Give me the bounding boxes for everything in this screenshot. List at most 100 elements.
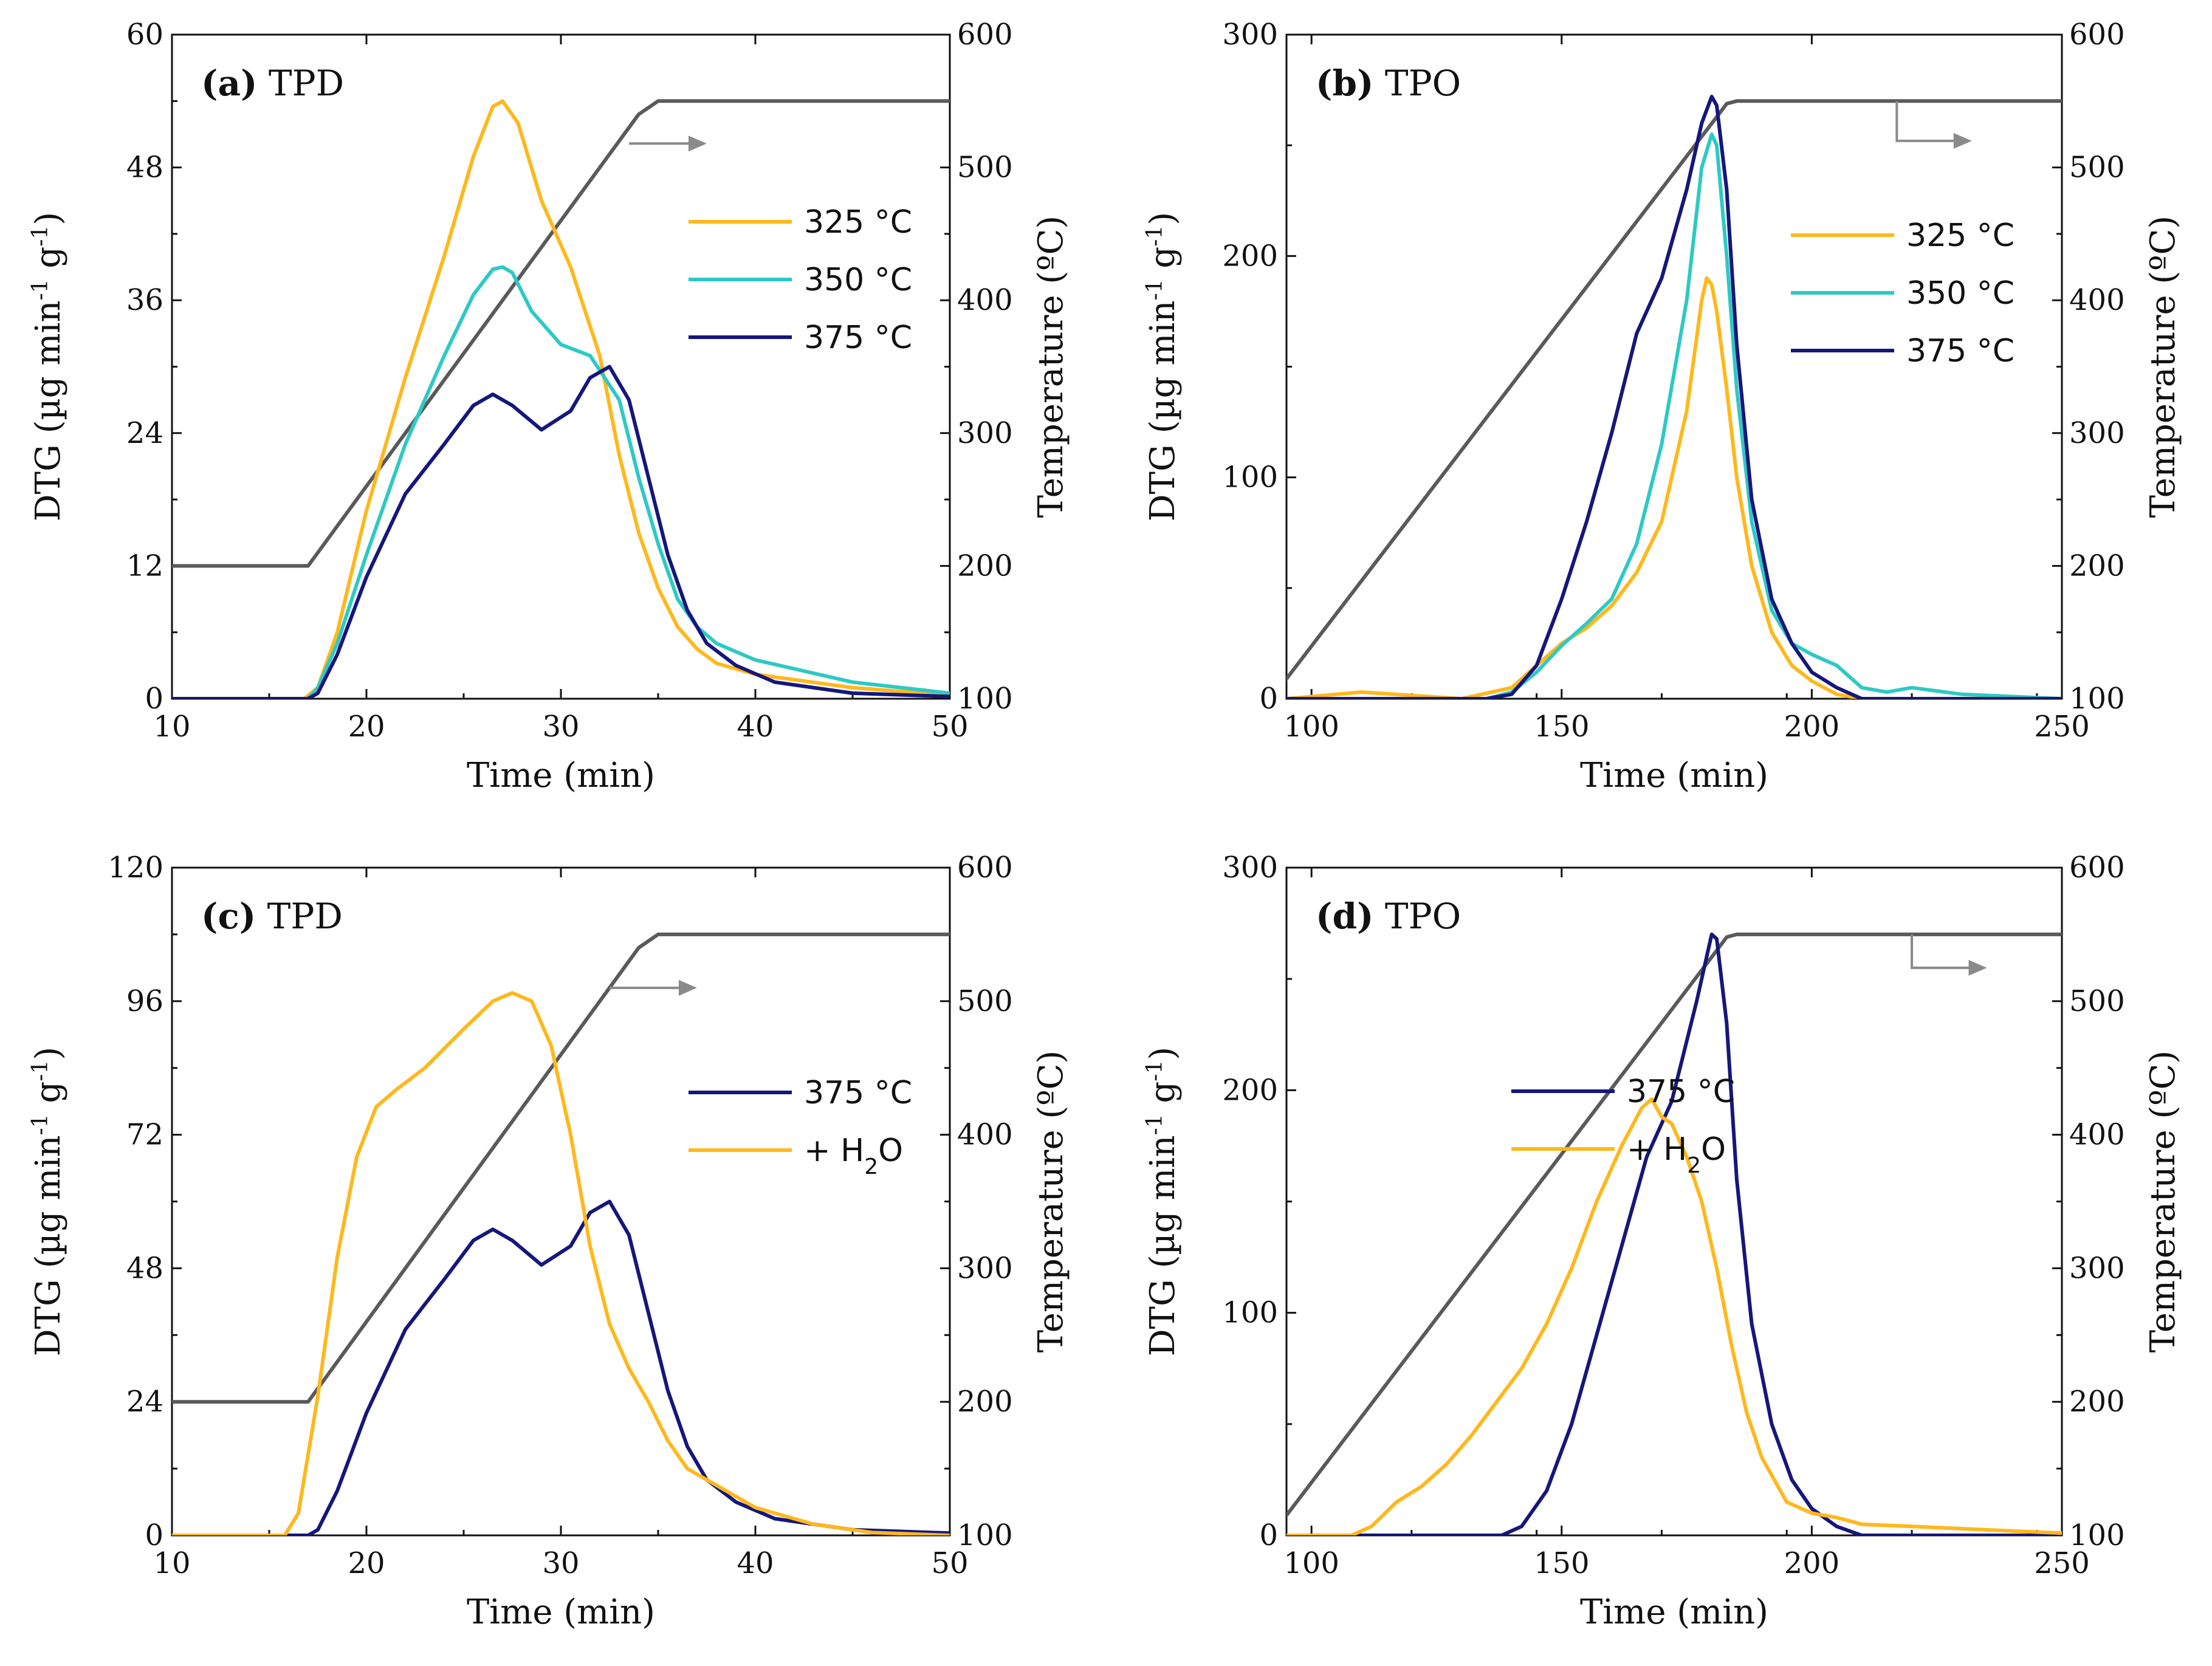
- x-tick-label: 200: [1784, 1546, 1840, 1580]
- y2-tick-label: 100: [957, 682, 1013, 716]
- x-axis-title: Time (min): [1580, 756, 1768, 795]
- y2-tick-label: 500: [957, 984, 1013, 1018]
- series-line: [1286, 132, 2062, 699]
- y-tick-label: 100: [1222, 1296, 1278, 1330]
- series-line: [172, 991, 950, 1535]
- y-tick-label: 0: [1259, 1518, 1278, 1552]
- y-tick-label: 100: [1222, 461, 1278, 495]
- axis-arrow-head: [1953, 132, 1972, 149]
- x-tick-label: 10: [153, 710, 190, 744]
- y2-axis-title: Temperature (ºC): [2143, 216, 2183, 518]
- y2-axis-title: Temperature (ºC): [1031, 1051, 1071, 1353]
- y2-axis-title: Temperature (ºC): [1031, 216, 1071, 518]
- y2-tick-label: 200: [957, 549, 1013, 583]
- x-tick-label: 20: [348, 1546, 385, 1580]
- x-tick-label: 40: [737, 710, 774, 744]
- y-tick-label: 96: [126, 984, 163, 1018]
- panel-a: 10 20 30 40 5001224364860100200300400500600T…: [28, 18, 1071, 795]
- y-tick-label: 48: [126, 151, 163, 185]
- y2-tick-label: 500: [2069, 984, 2125, 1018]
- y-axis-title: DTG (µg min-1 g-1): [28, 212, 69, 521]
- legend-label: 375 °C: [804, 320, 912, 356]
- panel-title: (a) TPD: [201, 63, 344, 104]
- x-tick-label: 250: [2034, 1546, 2090, 1580]
- x-tick-label: 100: [1283, 710, 1339, 744]
- y-tick-label: 12: [126, 549, 163, 583]
- x-tick-label: 30: [542, 710, 579, 744]
- y-tick-label: 0: [145, 682, 163, 716]
- y2-tick-label: 200: [2069, 549, 2125, 583]
- y2-tick-label: 300: [957, 1251, 1013, 1285]
- y-tick-label: 0: [145, 1518, 163, 1552]
- y-tick-label: 36: [126, 283, 163, 317]
- x-tick-label: 50: [931, 710, 968, 744]
- y2-tick-label: 400: [957, 1118, 1013, 1152]
- y2-tick-label: 100: [957, 1518, 1013, 1552]
- legend-label: 325 °C: [804, 204, 912, 241]
- y-axis-title: DTG (µg min-1 g-1): [1142, 1047, 1183, 1356]
- legend-label: 375 °C: [1906, 333, 2014, 369]
- y-tick-label: 300: [1222, 851, 1278, 885]
- axis-arrow-head: [1968, 959, 1987, 976]
- y2-tick-label: 500: [2069, 151, 2125, 185]
- series-line: [1286, 1097, 2062, 1535]
- temperature-line: [1286, 932, 2062, 1517]
- legend-label: 350 °C: [804, 262, 912, 298]
- x-axis-title: Time (min): [467, 756, 655, 795]
- panel-title: (c) TPD: [201, 896, 343, 937]
- series-line: [172, 265, 950, 699]
- y2-tick-label: 400: [2069, 283, 2125, 317]
- y2-tick-label: 100: [2069, 1518, 2125, 1552]
- x-tick-label: 10: [153, 1546, 190, 1580]
- panel-c: 10 20 30 40 50024487296120100200300400500600…: [28, 851, 1071, 1632]
- axis-arrow: [1895, 101, 1959, 142]
- y-tick-label: 24: [126, 1385, 163, 1419]
- temperature-line: [172, 932, 950, 1404]
- x-tick-label: 150: [1534, 1546, 1590, 1580]
- y2-tick-label: 600: [957, 18, 1013, 52]
- y2-tick-label: 500: [957, 151, 1013, 185]
- legend-label: + H2O: [1627, 1131, 1726, 1178]
- y-tick-label: 200: [1222, 1073, 1278, 1107]
- y2-tick-label: 600: [957, 851, 1013, 885]
- x-tick-label: 250: [2034, 710, 2090, 744]
- legend-label: + H2O: [804, 1133, 903, 1179]
- legend-label: 375 °C: [1627, 1074, 1735, 1110]
- y2-tick-label: 300: [2069, 1251, 2125, 1285]
- y-tick-label: 120: [108, 851, 163, 885]
- x-tick-label: 30: [542, 1546, 579, 1580]
- panel-title: (d) TPO: [1316, 896, 1461, 937]
- series-line: [1286, 932, 2062, 1535]
- y2-tick-label: 400: [957, 283, 1013, 317]
- y-tick-label: 60: [126, 18, 163, 52]
- panel-title: (b) TPO: [1316, 63, 1461, 104]
- y-axis-title: DTG (µg min-1 g-1): [28, 1047, 69, 1356]
- y2-tick-label: 600: [2069, 18, 2125, 52]
- y-tick-label: 300: [1222, 18, 1278, 52]
- legend-label: 350 °C: [1906, 275, 2014, 312]
- x-tick-label: 50: [931, 1546, 968, 1580]
- series-line: [1286, 95, 2062, 699]
- y2-tick-label: 200: [2069, 1385, 2125, 1419]
- y-axis-title: DTG (µg min-1 g-1): [1142, 212, 1183, 521]
- axis-arrow: [1911, 934, 1974, 969]
- axis-arrow-head: [689, 135, 707, 152]
- x-tick-label: 100: [1283, 1546, 1339, 1580]
- legend-label: 325 °C: [1906, 218, 2014, 254]
- x-tick-label: 200: [1784, 710, 1840, 744]
- axis-arrow-head: [679, 979, 697, 996]
- y-tick-label: 24: [126, 416, 163, 450]
- x-axis-title: Time (min): [467, 1592, 655, 1632]
- series-line: [172, 1199, 950, 1535]
- y2-tick-label: 100: [2069, 682, 2125, 716]
- temperature-line: [172, 99, 950, 568]
- plot-frame: [171, 33, 951, 700]
- x-tick-label: 150: [1534, 710, 1590, 744]
- y2-axis-title: Temperature (ºC): [2143, 1051, 2183, 1353]
- y2-tick-label: 200: [957, 1385, 1013, 1419]
- y2-tick-label: 400: [2069, 1118, 2125, 1152]
- x-tick-label: 20: [348, 710, 385, 744]
- panel-d: 100 150 200 2500100200300100200300400500600…: [1142, 851, 2183, 1632]
- temperature-line: [1286, 99, 2062, 681]
